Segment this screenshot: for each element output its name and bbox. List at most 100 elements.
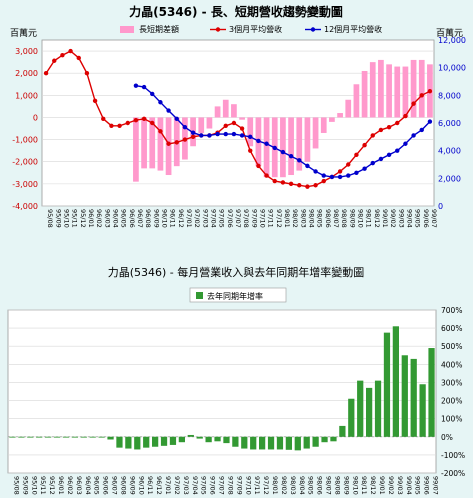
chart1-line-12m-avg-point: [288, 154, 294, 159]
chart2-bar: [276, 436, 284, 450]
chart1-line-12m-avg-point: [182, 124, 188, 130]
chart1-left-tick-label: -4,000: [12, 202, 38, 211]
chart2-x-tick-label: 98/08: [333, 476, 341, 495]
chart1-line-3m-avg-point: [158, 129, 163, 134]
chart1-x-tick-label: 98/04: [307, 209, 315, 228]
chart2-bar: [410, 358, 417, 437]
chart2-right-tick-label: 600%: [441, 324, 462, 333]
chart1-left-tick-label: -1,000: [12, 136, 38, 145]
chart1-line-12m-avg-point: [199, 133, 204, 138]
chart1-bar: [214, 106, 221, 118]
chart1-x-tick-label: 96/02: [95, 209, 103, 228]
chart1-line-3m-avg-point: [101, 116, 106, 122]
chart1-line-3m-avg-point: [272, 178, 277, 184]
chart2-x-tick-label: 97/01: [164, 476, 172, 495]
chart1-line-3m-avg-point: [313, 183, 318, 188]
chart1-bar: [320, 117, 327, 133]
chart1-x-tick-label: 98/05: [316, 209, 324, 228]
chart1-bar: [263, 117, 270, 178]
chart2-title: 力晶(5346) - 每月營業收入與去年同期年增率變動圖: [108, 265, 365, 279]
chart2-x-tick-label: 97/04: [191, 476, 199, 495]
chart2-bar: [53, 436, 61, 438]
chart2-x-tick-label: 95/09: [21, 476, 29, 495]
chart1-line-3m-avg-point: [337, 169, 343, 174]
chart2-bar: [428, 348, 435, 437]
chart2-bar: [71, 436, 78, 438]
chart2-bar: [392, 326, 399, 437]
chart2-x-tick-label: 98/02: [280, 476, 288, 495]
chart1-line-12m-avg-point: [207, 133, 212, 138]
chart2-x-tick-label: 98/12: [369, 476, 377, 495]
chart1-right-tick-label: 4,000: [438, 147, 461, 156]
chart1-bar: [239, 117, 245, 120]
chart2-bar: [205, 436, 212, 443]
chart1-bar: [386, 64, 392, 118]
chart1-line-3m-avg-point: [43, 71, 49, 76]
chart1-line-3m-avg-point: [174, 140, 179, 145]
chart1-bar: [337, 113, 343, 118]
chart2-bar: [89, 436, 96, 438]
chart2-right-tick-label: 100%: [441, 415, 462, 424]
chart1-bar: [141, 117, 147, 169]
chart2-bar: [116, 436, 123, 448]
chart2-x-tick-label: 97/08: [226, 476, 234, 495]
chart2-legend-box: [189, 287, 287, 303]
chart1-line-3m-avg-point: [354, 152, 359, 158]
chart1-legend-label: 長短期差額: [139, 24, 179, 34]
chart1-x-tick-label: 99/02: [389, 209, 397, 228]
chart1-line-3m-avg-point: [109, 123, 114, 128]
chart1-x-tick-label: 97/03: [201, 209, 209, 228]
chart1-x-tick-label: 96/12: [177, 209, 185, 228]
chart1-line-3m-avg-point: [125, 120, 130, 126]
chart1-x-tick-label: 97/06: [226, 209, 234, 228]
chart2-bar: [339, 425, 346, 437]
chart1-x-tick-label: 97/12: [275, 209, 283, 228]
chart2-x-tick-label: 96/03: [75, 476, 83, 495]
chart1-line-12m-avg-point: [305, 163, 310, 169]
chart1-line-12m-avg-point: [427, 119, 433, 124]
chart2-right-tick-label: 500%: [441, 342, 462, 351]
chart2-bar: [36, 436, 43, 438]
chart2-x-tick-label: 96/08: [119, 476, 127, 495]
chart1-x-tick-label: 95/11: [71, 209, 79, 228]
chart2-bar: [366, 387, 373, 437]
chart1-line-3m-avg-point: [76, 55, 81, 61]
chart2-bar: [62, 436, 70, 438]
chart1-line-12m-avg-point: [215, 131, 220, 137]
chart1-bar: [329, 117, 335, 122]
chart1-bar: [345, 99, 352, 118]
chart2-x-tick-label: 95/08: [12, 476, 20, 495]
chart2-x-tick-label: 97/06: [209, 476, 217, 495]
chart2-bar: [223, 436, 230, 444]
chart1-line-3m-avg-point: [411, 101, 416, 106]
chart2-bar: [125, 436, 132, 449]
chart2-x-tick-label: 96/05: [93, 476, 101, 495]
chart2-x-tick-label: 99/01: [378, 476, 386, 495]
chart1-x-tick-label: 98/06: [324, 209, 332, 228]
growth-chart-svg: 力晶(5346) - 每月營業收入與去年同期年增率變動圖 去年同期年增率 700…: [0, 252, 473, 498]
chart1-bar: [394, 66, 401, 118]
chart2-x-tick-label: 98/11: [360, 476, 368, 495]
chart2-bar: [357, 380, 364, 437]
chart1-line-12m-avg-point: [158, 100, 163, 105]
chart1-line-3m-avg-point: [60, 53, 65, 58]
chart2-x-tick-label: 99/02: [387, 476, 395, 495]
chart2-x-tick-label: 97/05: [200, 476, 208, 495]
chart2-x-tick-label: 95/11: [39, 476, 47, 495]
chart1-left-tick-label: -3,000: [12, 180, 38, 189]
chart1-legend-marker: [310, 27, 316, 32]
chart2-bar: [374, 380, 382, 437]
chart1-line-3m-avg-point: [133, 118, 139, 123]
chart2-x-tick-label: 97/02: [173, 476, 181, 495]
chart1-bar: [231, 104, 237, 118]
chart2-x-tick-label: 99/07: [432, 476, 440, 495]
chart1-x-tick-label: 95/08: [46, 209, 54, 228]
chart2-bar: [303, 436, 310, 449]
chart1-legend-marker: [215, 27, 221, 32]
chart1-line-3m-avg-point: [305, 184, 310, 189]
chart2-x-tick-label: 96/11: [146, 476, 154, 495]
chart2-right-tick-label: 300%: [441, 378, 462, 387]
chart2-right-tick-label: -200%: [441, 469, 465, 478]
chart2-right-axis: 700% 600% 500% 400% 300% 200% 100% 0% -100% -200%: [441, 306, 465, 478]
